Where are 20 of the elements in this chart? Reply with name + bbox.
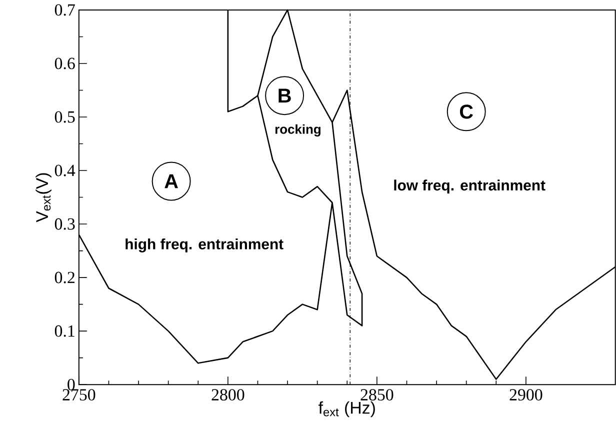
y-tick-label: 0.7 [54, 4, 75, 16]
y-tick-label: 0.5 [54, 111, 75, 123]
y-tick-label: 0 [68, 379, 75, 391]
y-axis-title: V$_{ext}$(V) [36, 173, 52, 222]
annotation: low freq. entrainment [394, 180, 546, 194]
annotation: C [460, 104, 473, 119]
annotation: A [164, 174, 178, 188]
y-tick-label: 0.4 [54, 165, 76, 176]
y-tick-label: 0.3 [54, 218, 75, 230]
annotation: B [278, 88, 291, 103]
annotation: rocking [275, 124, 320, 137]
x-axis-title: f$_{ext}$ (Hz) [318, 402, 375, 418]
annotation: high freq. entrainment [126, 238, 284, 253]
x-tick-label: 2850 [360, 389, 394, 401]
y-tick-label: 0.1 [54, 326, 74, 338]
y-tick-label: 0.2 [54, 272, 74, 284]
x-tick-label: 2750 [62, 389, 96, 401]
x-tick-label: 2800 [212, 389, 244, 401]
x-tick-label: 2900 [510, 389, 542, 401]
y-tick-label: 0.6 [54, 58, 75, 70]
